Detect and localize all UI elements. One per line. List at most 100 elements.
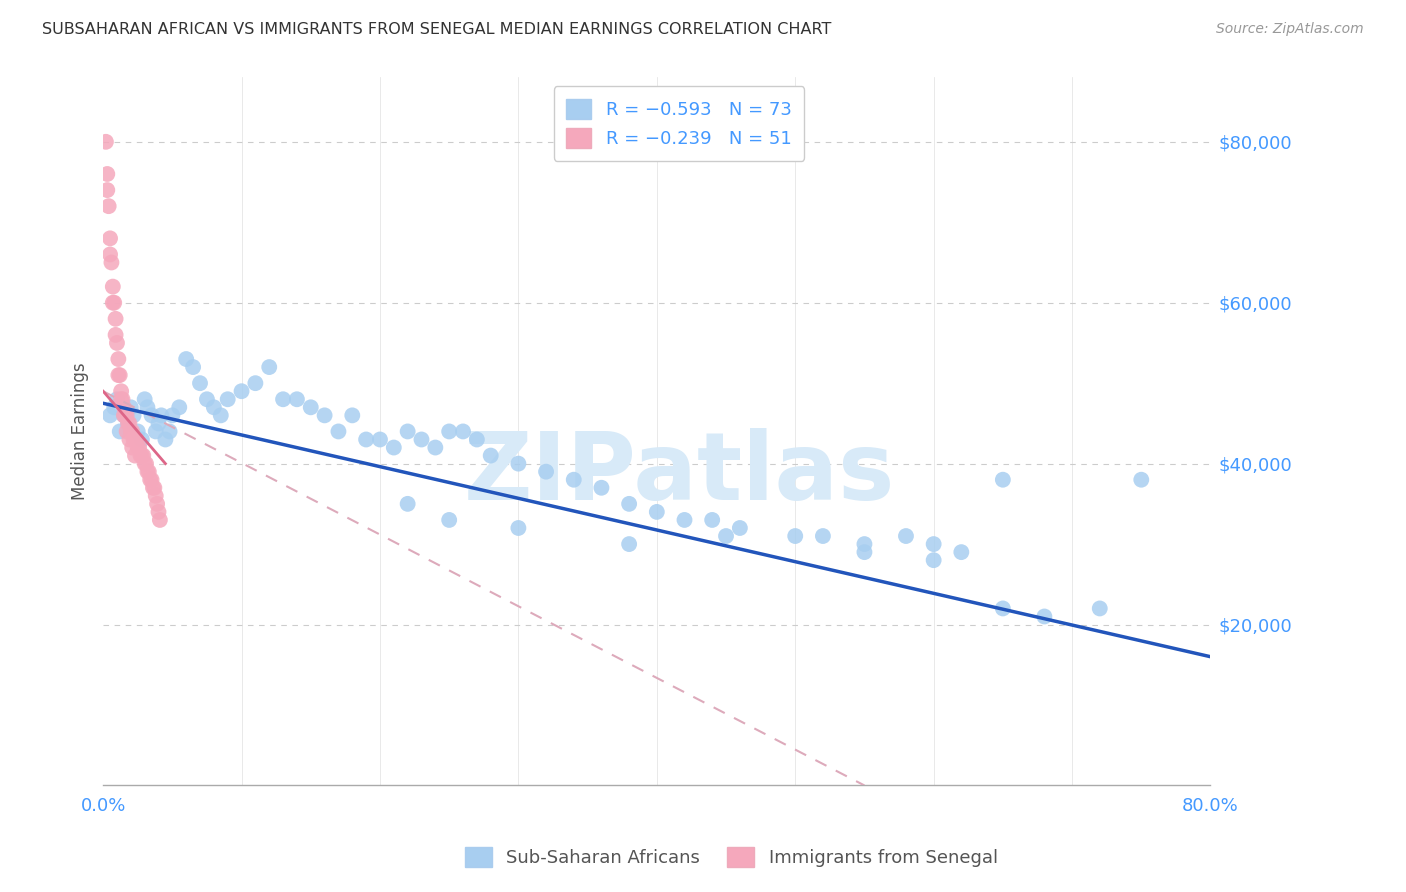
Point bbox=[231, 384, 253, 399]
Point bbox=[124, 449, 146, 463]
Point bbox=[146, 497, 169, 511]
Point bbox=[148, 417, 170, 431]
Point bbox=[129, 449, 152, 463]
Point bbox=[150, 409, 173, 423]
Point bbox=[112, 409, 135, 423]
Point bbox=[1033, 609, 1056, 624]
Point bbox=[714, 529, 737, 543]
Point bbox=[148, 505, 170, 519]
Point bbox=[437, 425, 460, 439]
Point bbox=[122, 409, 145, 423]
Point bbox=[328, 425, 350, 439]
Point bbox=[894, 529, 917, 543]
Point bbox=[107, 352, 129, 367]
Point bbox=[811, 529, 834, 543]
Point bbox=[991, 473, 1014, 487]
Point bbox=[195, 392, 218, 407]
Point bbox=[174, 352, 197, 367]
Point bbox=[128, 441, 150, 455]
Point bbox=[382, 441, 405, 455]
Point bbox=[138, 465, 160, 479]
Point bbox=[141, 409, 163, 423]
Point bbox=[181, 360, 204, 375]
Point bbox=[111, 392, 134, 407]
Point bbox=[120, 425, 142, 439]
Point bbox=[108, 368, 131, 383]
Y-axis label: Median Earnings: Median Earnings bbox=[72, 363, 89, 500]
Point bbox=[245, 376, 267, 391]
Point bbox=[118, 433, 141, 447]
Point bbox=[117, 417, 139, 431]
Point bbox=[141, 473, 163, 487]
Text: Source: ZipAtlas.com: Source: ZipAtlas.com bbox=[1216, 22, 1364, 37]
Point bbox=[127, 441, 149, 455]
Point bbox=[451, 425, 474, 439]
Point bbox=[479, 449, 502, 463]
Point bbox=[115, 409, 138, 423]
Point bbox=[673, 513, 696, 527]
Point bbox=[134, 392, 156, 407]
Point bbox=[96, 183, 118, 197]
Point bbox=[118, 417, 141, 431]
Point bbox=[145, 489, 167, 503]
Point bbox=[101, 295, 124, 310]
Point bbox=[98, 231, 121, 245]
Point bbox=[617, 497, 640, 511]
Point bbox=[149, 513, 172, 527]
Legend: R = −0.593   N = 73, R = −0.239   N = 51: R = −0.593 N = 73, R = −0.239 N = 51 bbox=[554, 87, 804, 161]
Point bbox=[104, 311, 127, 326]
Point bbox=[508, 457, 530, 471]
Point bbox=[103, 295, 125, 310]
Point bbox=[167, 401, 190, 415]
Point bbox=[108, 425, 131, 439]
Point bbox=[728, 521, 751, 535]
Point bbox=[922, 553, 945, 567]
Point bbox=[162, 409, 184, 423]
Point bbox=[120, 401, 142, 415]
Point bbox=[142, 481, 165, 495]
Point bbox=[135, 457, 157, 471]
Point bbox=[117, 417, 139, 431]
Point bbox=[94, 135, 117, 149]
Point bbox=[785, 529, 807, 543]
Point bbox=[368, 433, 391, 447]
Text: ZIPatlas: ZIPatlas bbox=[463, 428, 894, 520]
Point bbox=[131, 449, 153, 463]
Point bbox=[131, 433, 153, 447]
Point bbox=[105, 335, 128, 350]
Point bbox=[105, 392, 128, 407]
Point bbox=[145, 425, 167, 439]
Point bbox=[645, 505, 668, 519]
Point bbox=[112, 409, 135, 423]
Point bbox=[354, 433, 377, 447]
Point bbox=[98, 247, 121, 261]
Point bbox=[101, 279, 124, 293]
Point bbox=[96, 167, 118, 181]
Point bbox=[100, 255, 122, 269]
Point bbox=[139, 473, 162, 487]
Point bbox=[143, 481, 166, 495]
Point bbox=[125, 433, 148, 447]
Point bbox=[465, 433, 488, 447]
Point bbox=[853, 537, 876, 551]
Point bbox=[396, 425, 419, 439]
Point bbox=[1130, 473, 1153, 487]
Point bbox=[122, 433, 145, 447]
Point bbox=[257, 360, 280, 375]
Point bbox=[411, 433, 433, 447]
Point bbox=[314, 409, 336, 423]
Point bbox=[591, 481, 613, 495]
Point bbox=[127, 425, 149, 439]
Point bbox=[702, 513, 724, 527]
Point bbox=[209, 409, 232, 423]
Point bbox=[104, 327, 127, 342]
Point bbox=[853, 545, 876, 559]
Point bbox=[534, 465, 557, 479]
Point bbox=[132, 449, 155, 463]
Point bbox=[121, 425, 143, 439]
Point bbox=[136, 465, 159, 479]
Point bbox=[202, 401, 225, 415]
Point bbox=[103, 401, 125, 415]
Point bbox=[217, 392, 239, 407]
Point bbox=[115, 425, 138, 439]
